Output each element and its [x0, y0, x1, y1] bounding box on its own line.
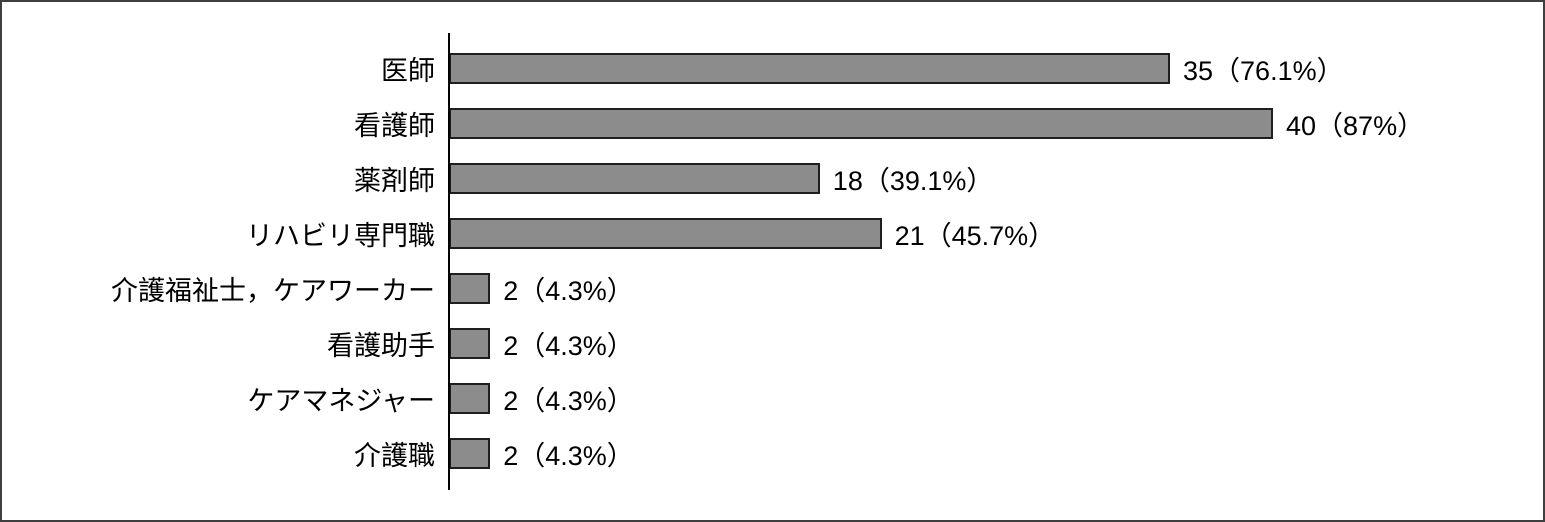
value-label: 18（39.1%） [832, 166, 994, 196]
value-label: 2（4.3%） [503, 276, 634, 306]
category-label: 医師 [381, 56, 435, 86]
bar [449, 438, 491, 469]
category-label: 薬剤師 [354, 166, 435, 196]
category-label: リハビリ専門職 [246, 221, 435, 251]
value-label: 35（76.1%） [1183, 56, 1344, 86]
category-label: 看護助手 [327, 331, 435, 361]
bar [449, 328, 491, 359]
chart-row: 医師 35（76.1%） [2, 41, 1543, 96]
bar [449, 163, 820, 194]
chart-row: 看護師 40（87%） [2, 96, 1543, 151]
chart-row: 介護福祉士，ケアワーカー 2（4.3%） [2, 261, 1543, 316]
category-label: 介護職 [354, 441, 435, 471]
value-label: 40（87%） [1286, 111, 1425, 141]
y-axis-line [448, 33, 450, 490]
category-label: ケアマネジャー [247, 386, 435, 416]
chart-row: 介護職 2（4.3%） [2, 426, 1543, 481]
bar [449, 273, 491, 304]
chart-row: リハビリ専門職 21（45.7%） [2, 206, 1543, 261]
chart-row: 薬剤師 18（39.1%） [2, 151, 1543, 206]
value-label: 2（4.3%） [503, 441, 634, 471]
value-label: 2（4.3%） [503, 386, 634, 416]
value-label: 21（45.7%） [894, 221, 1056, 251]
plot-area: 医師 35（76.1%） 看護師 40（87%） 薬剤師 18（39.1%） リ… [2, 33, 1543, 490]
bar [449, 218, 882, 249]
value-label: 2（4.3%） [503, 331, 634, 361]
chart-row: 看護助手 2（4.3%） [2, 316, 1543, 371]
bar [449, 108, 1273, 139]
bar [449, 383, 491, 414]
category-label: 看護師 [354, 111, 435, 141]
category-label: 介護福祉士，ケアワーカー [111, 276, 435, 306]
bar [449, 53, 1170, 84]
chart-row: ケアマネジャー 2（4.3%） [2, 371, 1543, 426]
